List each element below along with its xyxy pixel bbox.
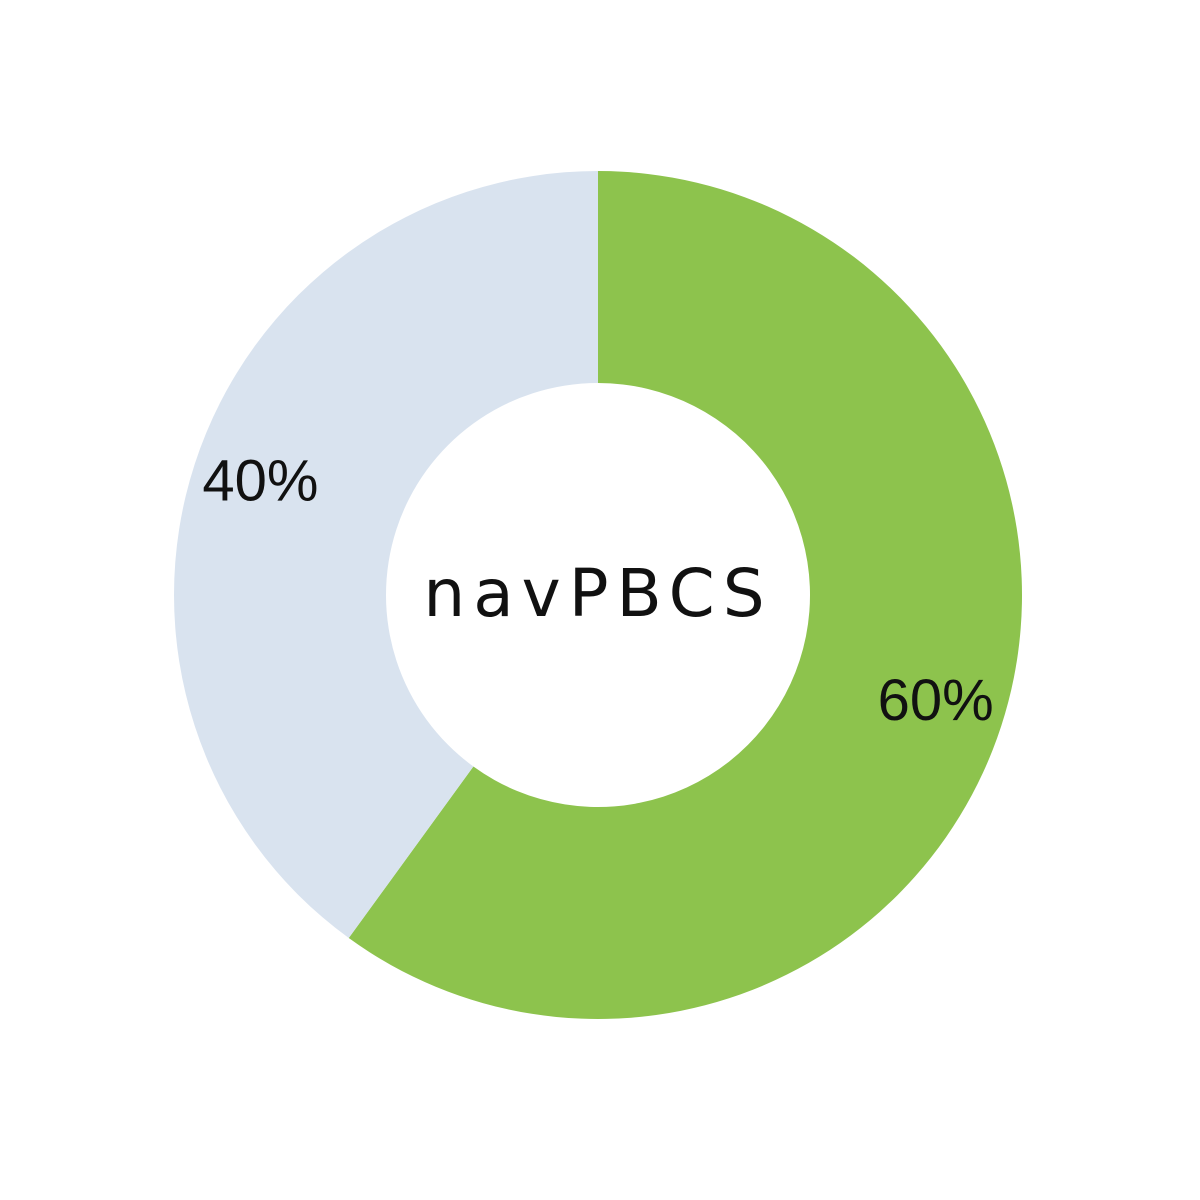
- donut-slice-0: [348, 171, 1023, 1019]
- center-label: navPBCS: [423, 555, 772, 632]
- slices-layer: [174, 171, 1023, 1019]
- slice-label-1: 40%: [202, 449, 318, 514]
- slice-label-0: 60%: [878, 668, 994, 733]
- donut-slice-1: [174, 171, 598, 939]
- slice-labels-layer: 60% 40%: [202, 449, 993, 733]
